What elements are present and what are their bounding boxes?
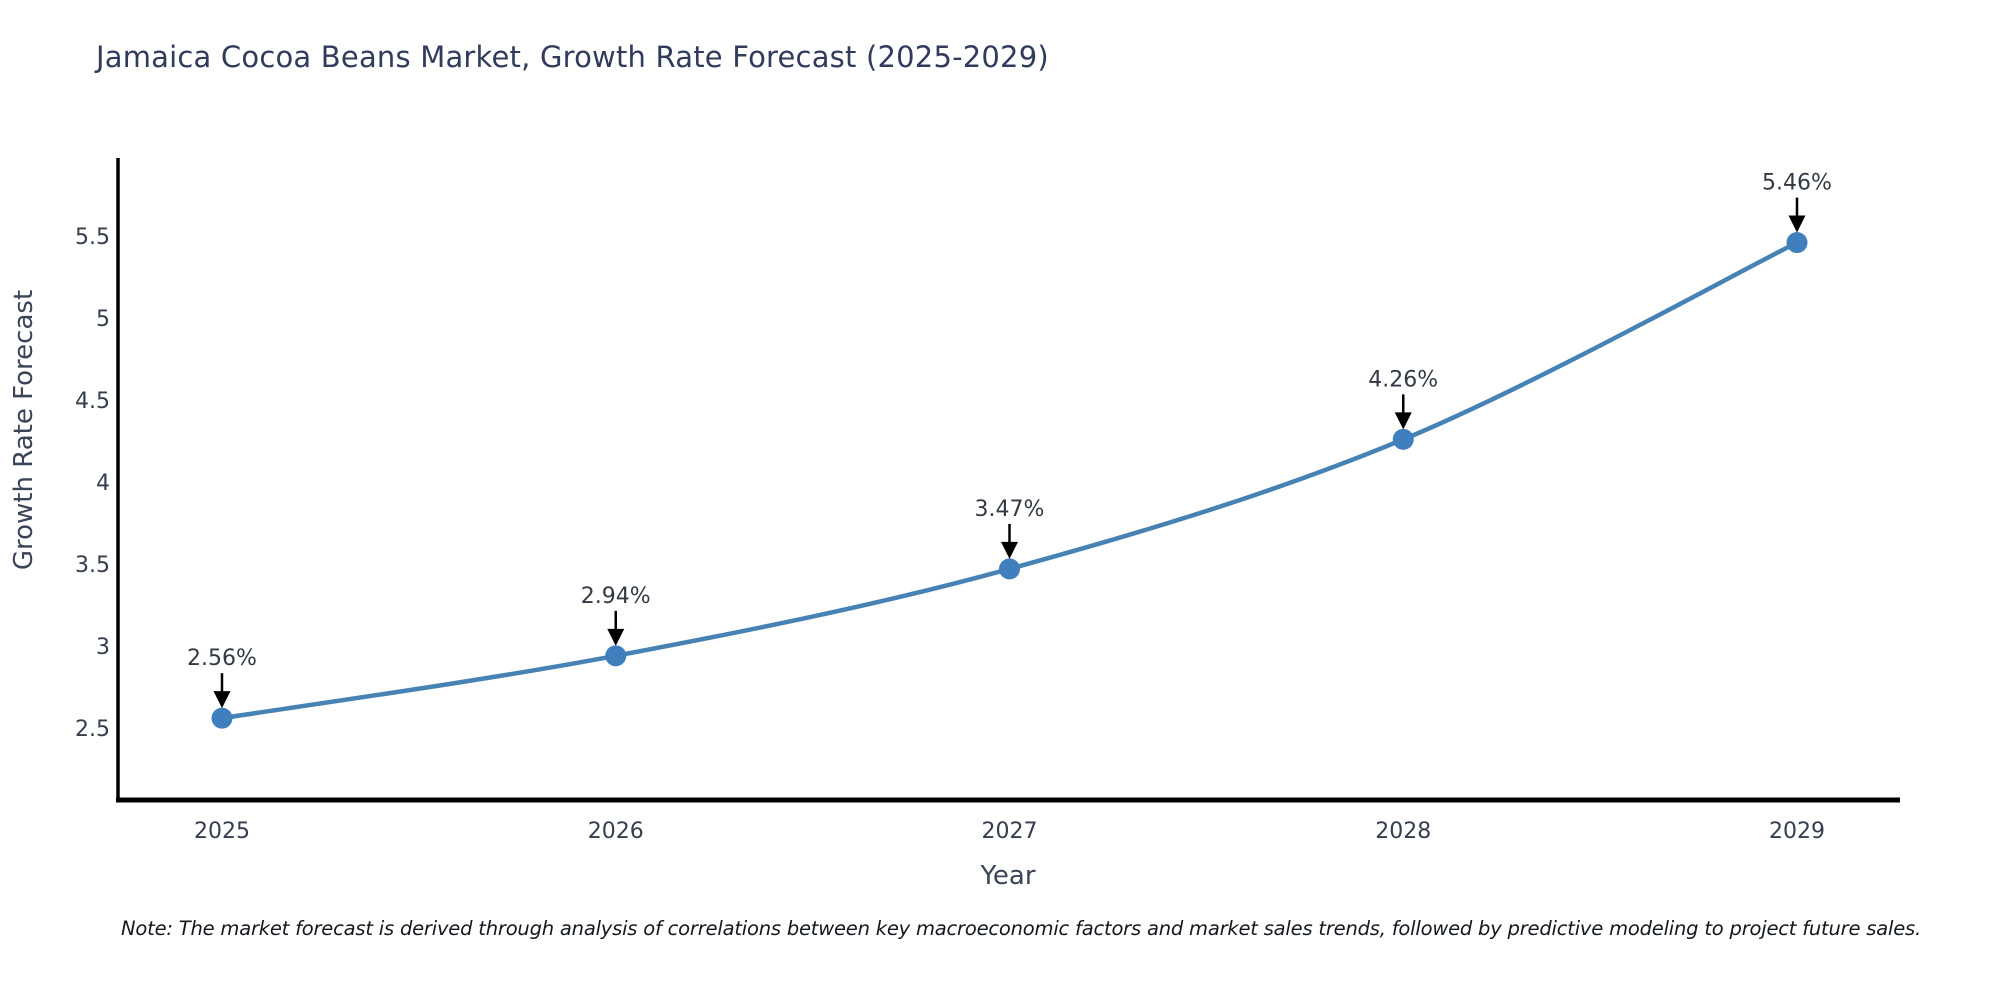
data-point-marker [1392,428,1414,450]
annotation-label: 3.47% [975,497,1045,522]
annotation-label: 4.26% [1368,367,1438,392]
annotation-arrowhead-icon [607,628,625,646]
data-point-marker [605,645,627,667]
x-tick-label: 2026 [588,819,644,844]
chart-title: Jamaica Cocoa Beans Market, Growth Rate … [96,40,1049,74]
y-tick-label: 3.5 [75,553,110,578]
data-point-marker [211,707,233,729]
annotation-arrowhead-icon [1788,215,1806,233]
y-tick-label: 5.5 [75,225,110,250]
y-tick-label: 4.5 [75,389,110,414]
y-tick-label: 5 [96,307,110,332]
data-point-marker [1786,232,1808,254]
annotation-arrowhead-icon [213,691,231,709]
annotations: 2.56% 2.94% 3.47% 4.26% 5.46% [187,171,1832,709]
annotation-label: 2.94% [581,584,651,609]
y-tick-label: 2.5 [75,717,110,742]
y-tick-label: 4 [96,471,110,496]
x-tick-label: 2028 [1375,819,1431,844]
x-tick-label: 2027 [982,819,1038,844]
annotation-arrowhead-icon [1001,541,1018,559]
footnote: Note: The market forecast is derived thr… [121,917,1921,940]
data-series [211,232,1808,729]
x-axis-title: Year [979,861,1035,891]
y-tick-label: 3 [96,635,110,660]
x-tick-label: 2025 [194,819,250,844]
annotation-label: 2.56% [187,646,257,671]
annotation-label: 5.46% [1762,171,1832,196]
annotation-arrowhead-icon [1394,412,1412,430]
axis-ticks: 2.5 3 3.5 4 4.5 5 5.5 2025 2026 2027 2028 2029 [75,225,1825,844]
data-point-marker [999,558,1020,580]
series-line [219,240,1800,721]
y-axis-title: Growth Rate Forecast [9,290,39,570]
x-tick-label: 2029 [1769,819,1825,844]
